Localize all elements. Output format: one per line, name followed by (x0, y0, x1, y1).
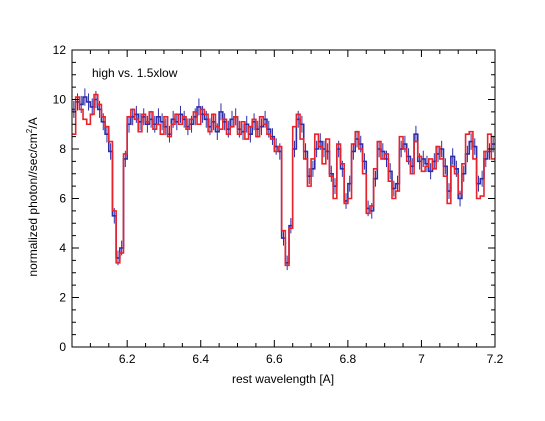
y-axis-label-main: normalized photon//sec/cm (26, 133, 40, 276)
x-tick-label: 7.2 (487, 352, 504, 366)
x-tick-label: 7 (418, 352, 425, 366)
y-axis-ticks: 0 2 4 6 8 10 12 (53, 43, 495, 354)
x-tick-label: 6.4 (192, 352, 209, 366)
y-tick-label: 0 (59, 340, 66, 354)
x-axis-ticks: 6.2 6.4 6.6 6.8 7 7.2 (71, 50, 504, 366)
x-tick-label: 6.6 (266, 352, 283, 366)
x-tick-label: 6.2 (119, 352, 136, 366)
blue-series-errorbars (73, 88, 494, 271)
y-tick-label: 4 (59, 241, 66, 255)
legend-annotation: high vs. 1.5xlow (92, 66, 178, 80)
y-axis-label-tail: /A (26, 117, 40, 128)
y-tick-label: 2 (59, 291, 66, 305)
y-tick-label: 12 (53, 43, 67, 57)
plot-frame (71, 49, 496, 348)
y-axis-label: normalized photon//sec/cm2/A (25, 117, 40, 276)
y-tick-label: 8 (59, 142, 66, 156)
x-axis-label: rest wavelength [A] (232, 372, 334, 386)
red-series-line (72, 93, 495, 267)
y-tick-label: 10 (53, 93, 67, 107)
blue-series-line (72, 96, 495, 264)
x-tick-label: 6.8 (340, 352, 357, 366)
y-tick-label: 6 (59, 192, 66, 206)
y-axis-label-sup: 2 (25, 128, 34, 133)
